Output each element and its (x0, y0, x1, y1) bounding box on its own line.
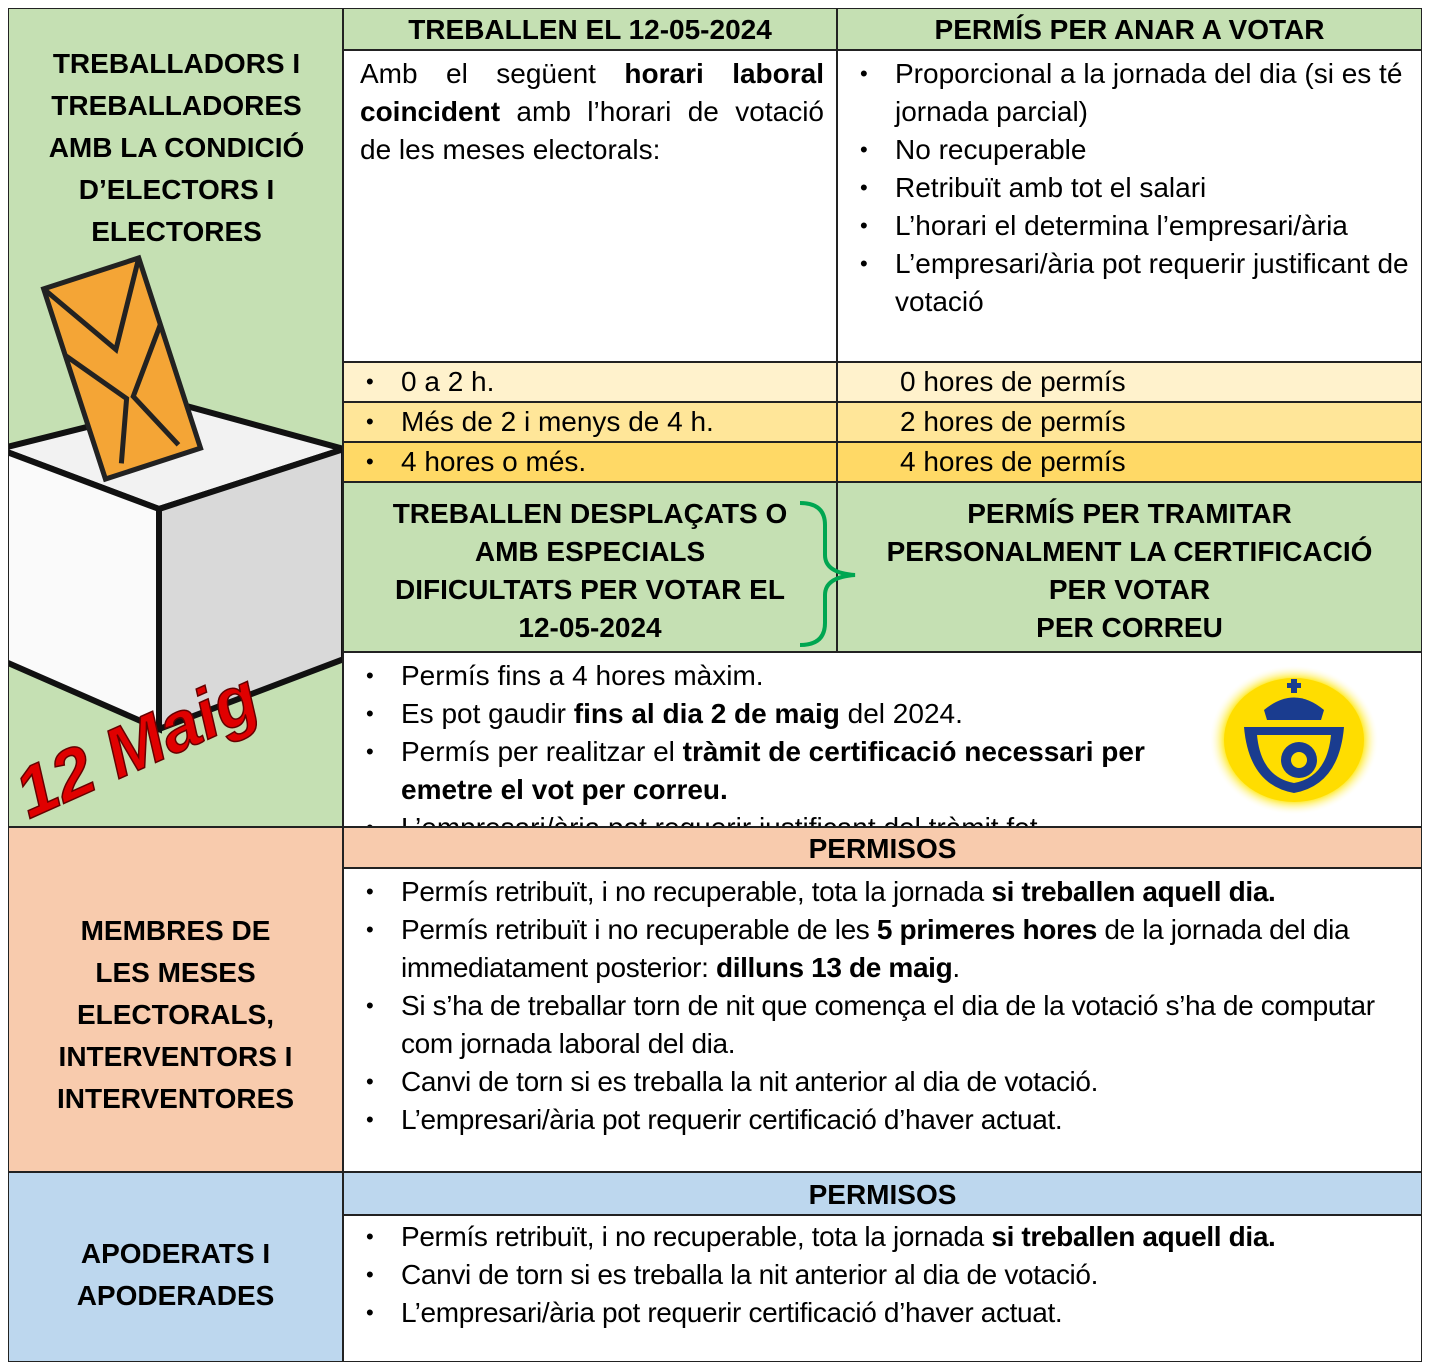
postal-list: Permís fins a 4 hores màxim.Es pot gaudi… (344, 657, 1184, 826)
voters-label-cell: TREBALLADORS I TREBALLADORES AMB LA CONDIC… (8, 8, 343, 827)
members-list: Permís retribuït, i no recuperable, tota… (344, 873, 1413, 1139)
text-line: INTERVENTORES (56, 1083, 294, 1114)
text-line: TREBALLADORES (51, 90, 302, 121)
permit-cell: Proporcional a la jornada del dia (si es… (837, 50, 1422, 362)
text-run: tràmit de certificació necessari per eme… (401, 736, 1145, 805)
agents-header: PERMISOS (343, 1172, 1422, 1215)
hours-range: 0 a 2 h. (344, 363, 836, 401)
text-line: 12-05-2024 (518, 612, 662, 643)
post-logo (1209, 665, 1379, 815)
agents-list: Permís retribuït, i no recuperable, tota… (344, 1218, 1413, 1332)
list-item: L’empresari/ària pot requerir justifican… (838, 245, 1411, 321)
list-item: Permís retribuït i no recuperable de les… (344, 911, 1413, 987)
text-line: PERSONALMENT LA CERTIFICACIÓ (886, 536, 1373, 567)
text-run: Permís retribuït i no recuperable de les (401, 914, 877, 945)
text-line: INTERVENTORS I (58, 1041, 293, 1072)
agents-cell: Permís retribuït, i no recuperable, tota… (343, 1215, 1422, 1362)
list-item: Es pot gaudir fins al dia 2 de maig del … (344, 695, 1184, 733)
list-item: Canvi de torn si es treballa la nit ante… (344, 1256, 1413, 1294)
list-item: No recuperable (838, 131, 1411, 169)
hours-permit: 2 hores de permís (837, 402, 1422, 442)
text-line: AMB LA CONDICIÓ (48, 132, 305, 163)
list-item: L’empresari/ària pot requerir certificac… (344, 1294, 1413, 1332)
list-item: Permís retribuït, i no recuperable, tota… (344, 873, 1413, 911)
text-run: dilluns 13 de maig (715, 952, 953, 983)
schedule-text: Amb el següent horari laboral coincident… (360, 55, 824, 169)
postal-permit-header: PERMÍS PER TRAMITAR PERSONALMENT LA CERTI… (837, 482, 1422, 652)
list-item: Més de 2 i menys de 4 h. (344, 403, 836, 441)
voters-label: TREBALLADORS I TREBALLADORES AMB LA CONDIC… (9, 43, 342, 253)
text-line: APODERATS I (80, 1238, 271, 1269)
text-run: Es pot gaudir (401, 698, 574, 729)
hours-permit: 0 hores de permís (837, 362, 1422, 402)
list-item: 0 a 2 h. (344, 363, 836, 401)
list-item: L’horari el determina l’empresari/ària (838, 207, 1411, 245)
text-line: LES MESES (95, 957, 256, 988)
text-run: fins al dia 2 de maig (573, 698, 840, 729)
text-run: . (952, 952, 960, 983)
list-item: Permís fins a 4 hores màxim. (344, 657, 1184, 695)
text-run: amb l’horari de votació de les meses ele… (360, 96, 824, 165)
list-item: Canvi de torn si es treballa la nit ante… (344, 1063, 1413, 1101)
hours-range: 4 hores o més. (344, 443, 836, 481)
hours-permit: 4 hores de permís (837, 442, 1422, 482)
postal-header: TREBALLEN DESPLAÇATS O AMB ESPECIALS DIFIC… (343, 482, 837, 652)
text-run: horari laboral coincident (360, 58, 825, 127)
text-line: TREBALLEN DESPLAÇATS O (392, 498, 788, 529)
text-line: AMB ESPECIALS (474, 536, 706, 567)
hours-range: Més de 2 i menys de 4 h. (344, 403, 836, 441)
text-run: 5 primeres hores (876, 914, 1097, 945)
text-line: PER VOTAR (1048, 574, 1211, 605)
text-line: TREBALLADORS I (52, 48, 301, 79)
text-run: Permís retribuït, i no recuperable, tota… (401, 876, 992, 907)
list-item: Permís per realitzar el tràmit de certif… (344, 733, 1184, 809)
hours-range-cell: 0 a 2 h. (343, 362, 837, 402)
text-line: PERMÍS PER TRAMITAR (967, 498, 1292, 529)
vote-header: TREBALLEN EL 12-05-2024 (343, 8, 837, 50)
text-line: ELECTORES (91, 216, 262, 247)
text-line: PER CORREU (1036, 612, 1223, 643)
text-run: del 2024. (839, 698, 963, 729)
schedule-cell: Amb el següent horari laboral coincident… (343, 50, 837, 362)
brace (799, 501, 856, 647)
agents-label: APODERATS I APODERADES (8, 1172, 343, 1362)
members-label: MEMBRES DE LES MESES ELECTORALS, INTERVENTO… (8, 827, 343, 1172)
list-item: Retribuït amb tot el salari (838, 169, 1411, 207)
ballot-box-image: 12 Maig (9, 254, 342, 826)
text-line: MEMBRES DE (80, 915, 271, 946)
list-item: 4 hores o més. (344, 443, 836, 481)
text-run: si treballen aquell dia. (991, 1221, 1276, 1252)
text-run: Permís retribuït, i no recuperable, tota… (401, 1221, 992, 1252)
text-line: DIFICULTATS PER VOTAR EL (395, 574, 785, 605)
list-item: L’empresari/ària pot requerir justifican… (344, 809, 1184, 826)
text-run: Amb el següent (360, 58, 625, 89)
text-line: ELECTORALS, (76, 999, 275, 1030)
postal-cell: Permís fins a 4 hores màxim.Es pot gaudi… (343, 652, 1422, 827)
list-item: Si s’ha de treballar torn de nit que com… (344, 987, 1413, 1063)
list-item: Proporcional a la jornada del dia (si es… (838, 55, 1411, 131)
list-item: L’empresari/ària pot requerir certificac… (344, 1101, 1413, 1139)
members-header: PERMISOS (343, 827, 1422, 868)
text-line: D’ELECTORS I (78, 174, 275, 205)
members-cell: Permís retribuït, i no recuperable, tota… (343, 868, 1422, 1172)
hours-range-cell: Més de 2 i menys de 4 h. (343, 402, 837, 442)
list-item: Permís retribuït, i no recuperable, tota… (344, 1218, 1413, 1256)
text-run: de la jornada del dia immediatament post… (401, 914, 1350, 983)
text-run: Permís per realitzar el (401, 736, 683, 767)
hours-range-cell: 4 hores o més. (343, 442, 837, 482)
permit-header: PERMÍS PER ANAR A VOTAR (837, 8, 1422, 50)
text-line: APODERADES (76, 1280, 275, 1311)
text-run: si treballen aquell dia. (991, 876, 1276, 907)
permit-list: Proporcional a la jornada del dia (si es… (838, 55, 1411, 321)
